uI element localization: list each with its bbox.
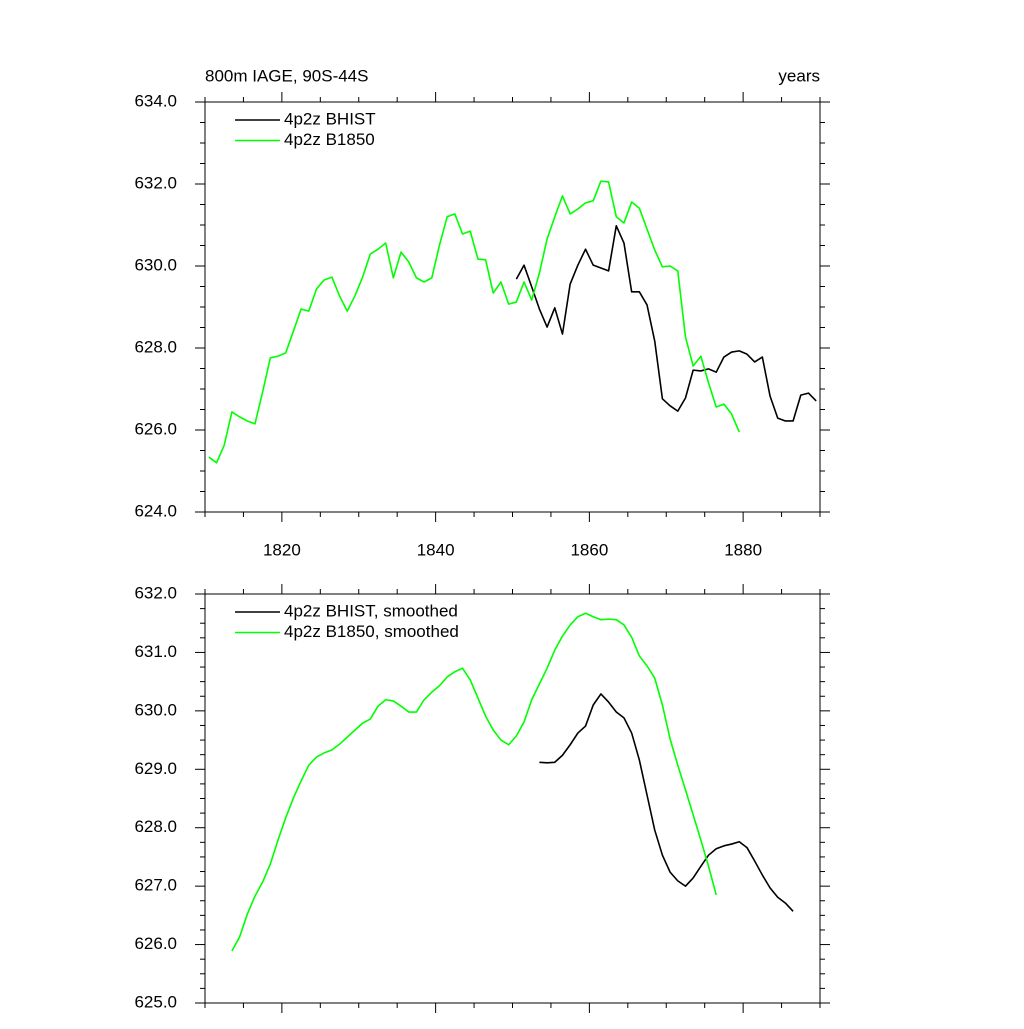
plot-frame bbox=[204, 593, 821, 1004]
y-tick-label: 628.0 bbox=[134, 337, 177, 356]
y-tick-label: 631.0 bbox=[134, 642, 177, 661]
x-tick-label: 1860 bbox=[570, 540, 608, 559]
x-tick-label: 1880 bbox=[724, 540, 762, 559]
y-tick-label: 627.0 bbox=[134, 876, 177, 895]
legend-label: 4p2z BHIST, smoothed bbox=[284, 601, 458, 620]
y-tick-label: 632.0 bbox=[134, 583, 177, 602]
y-tick-label: 632.0 bbox=[134, 173, 177, 192]
y-tick-label: 630.0 bbox=[134, 255, 177, 274]
legend-label: 4p2z B1850 bbox=[284, 130, 375, 149]
y-tick-label: 628.0 bbox=[134, 817, 177, 836]
right-title: years bbox=[778, 66, 820, 85]
data-line bbox=[208, 180, 741, 464]
data-line bbox=[539, 693, 794, 912]
y-tick-label: 626.0 bbox=[134, 419, 177, 438]
x-tick-label: 1840 bbox=[417, 540, 455, 559]
plot-frame bbox=[204, 101, 821, 513]
y-tick-label: 629.0 bbox=[134, 759, 177, 778]
data-line bbox=[231, 612, 717, 952]
y-tick-label: 626.0 bbox=[134, 934, 177, 953]
y-tick-label: 634.0 bbox=[134, 91, 177, 110]
legend-label: 4p2z B1850, smoothed bbox=[284, 622, 459, 641]
y-tick-label: 625.0 bbox=[134, 992, 177, 1011]
legend-label: 4p2z BHIST bbox=[284, 109, 376, 128]
y-tick-label: 630.0 bbox=[134, 700, 177, 719]
x-tick-label: 1820 bbox=[263, 540, 301, 559]
chart-title: 800m IAGE, 90S-44S bbox=[205, 66, 368, 85]
data-line bbox=[515, 225, 817, 422]
y-tick-label: 624.0 bbox=[134, 501, 177, 520]
